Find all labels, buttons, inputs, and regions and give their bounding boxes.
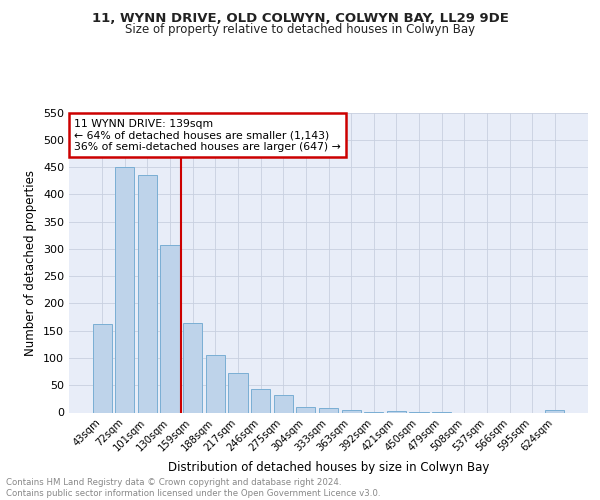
Bar	[274, 394, 293, 412]
Bar	[341, 410, 361, 412]
Bar	[115, 167, 134, 412]
Bar	[206, 354, 225, 412]
Bar	[183, 322, 202, 412]
Y-axis label: Number of detached properties: Number of detached properties	[25, 170, 37, 356]
Bar	[138, 174, 157, 412]
Bar	[319, 408, 338, 412]
Bar	[251, 388, 270, 412]
Bar	[160, 245, 180, 412]
Bar	[296, 407, 316, 412]
Text: 11, WYNN DRIVE, OLD COLWYN, COLWYN BAY, LL29 9DE: 11, WYNN DRIVE, OLD COLWYN, COLWYN BAY, …	[92, 12, 508, 26]
X-axis label: Distribution of detached houses by size in Colwyn Bay: Distribution of detached houses by size …	[168, 462, 489, 474]
Text: 11 WYNN DRIVE: 139sqm
← 64% of detached houses are smaller (1,143)
36% of semi-d: 11 WYNN DRIVE: 139sqm ← 64% of detached …	[74, 118, 341, 152]
Bar	[545, 410, 565, 412]
Bar	[92, 324, 112, 412]
Text: Size of property relative to detached houses in Colwyn Bay: Size of property relative to detached ho…	[125, 24, 475, 36]
Bar	[229, 372, 248, 412]
Text: Contains HM Land Registry data © Crown copyright and database right 2024.
Contai: Contains HM Land Registry data © Crown c…	[6, 478, 380, 498]
